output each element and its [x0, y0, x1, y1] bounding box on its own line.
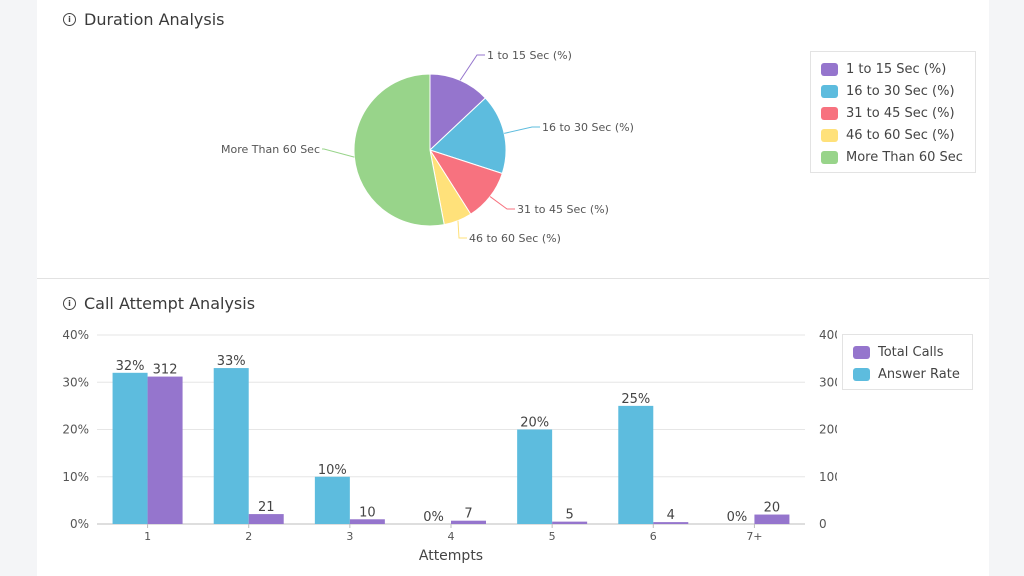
bar-total-calls[interactable]: [349, 519, 385, 524]
bar-label-total-calls: 7: [464, 507, 472, 522]
bar-total-calls[interactable]: [451, 520, 486, 524]
pie-label: 16 to 30 Sec (%): [542, 121, 634, 134]
attempts-title: Call Attempt Analysis: [84, 294, 256, 313]
bar-total-calls[interactable]: [248, 514, 284, 524]
y-left-tick-label: 0%: [70, 517, 89, 531]
legend-label: Answer Rate: [878, 366, 960, 382]
bar-answer-rate[interactable]: [618, 405, 654, 524]
bar-answer-rate[interactable]: [517, 429, 553, 525]
pie-slice-more-than-60-sec[interactable]: [353, 73, 445, 227]
bar-total-calls[interactable]: [653, 522, 689, 524]
pie-leader-line: [504, 126, 540, 134]
legend-label: 1 to 15 Sec (%): [846, 61, 947, 77]
section-divider: [37, 278, 989, 279]
y-right-tick-label: 0: [819, 517, 827, 531]
bar-label-total-calls: 4: [667, 508, 675, 523]
pie-slice-1-to-15-sec[interactable]: [429, 73, 487, 152]
pie-label: 1 to 15 Sec (%): [487, 49, 572, 62]
bar-label-total-calls: 21: [258, 500, 275, 515]
duration-title: Duration Analysis: [84, 10, 225, 29]
y-left-tick-label: 20%: [62, 423, 89, 437]
y-right-tick-label: 200: [819, 423, 837, 437]
attempts-legend: Total Calls Answer Rate: [842, 334, 973, 390]
bar-answer-rate[interactable]: [112, 372, 148, 524]
legend-swatch: [821, 106, 838, 120]
info-icon[interactable]: i: [63, 297, 76, 310]
y-right-tick-label: 300: [819, 375, 837, 389]
bar-label-answer-rate: 0%: [727, 510, 748, 525]
legend-swatch: [821, 128, 838, 142]
y-right-tick-label: 400: [819, 328, 837, 342]
legend-item-more-than-60-sec[interactable]: More Than 60 Sec: [821, 146, 963, 168]
bar-label-answer-rate: 10%: [318, 463, 347, 478]
pie-leader-line: [322, 148, 355, 158]
attempts-bar-chart: 0%10%20%30%40%010020030040032%312133%212…: [62, 328, 837, 564]
bar-label-answer-rate: 32%: [116, 359, 145, 374]
legend-item-total-calls[interactable]: Total Calls: [853, 341, 960, 363]
legend-item-31-to-45-sec[interactable]: 31 to 45 Sec (%): [821, 102, 963, 124]
legend-label: 46 to 60 Sec (%): [846, 127, 955, 143]
x-tick-label: 1: [144, 530, 151, 543]
x-axis-label: Attempts: [419, 548, 483, 564]
legend-label: Total Calls: [878, 344, 944, 360]
pie-leader-line: [459, 54, 485, 81]
x-tick-label: 3: [346, 530, 353, 543]
x-tick-label: 5: [549, 530, 556, 543]
bar-total-calls[interactable]: [147, 376, 183, 524]
legend-label: 16 to 30 Sec (%): [846, 83, 955, 99]
pie-label: More Than 60 Sec: [221, 143, 320, 156]
duration-section-header: i Duration Analysis: [63, 10, 225, 29]
bar-label-answer-rate: 0%: [423, 510, 444, 525]
y-left-tick-label: 30%: [62, 375, 89, 389]
legend-label: 31 to 45 Sec (%): [846, 105, 955, 121]
duration-legend: 1 to 15 Sec (%) 16 to 30 Sec (%) 31 to 45 …: [810, 51, 976, 173]
pie-label: 31 to 45 Sec (%): [517, 203, 609, 216]
duration-pie-chart: 1 to 15 Sec (%) 16 to 30 Sec (%) 31 to 45 …: [221, 49, 634, 245]
y-right-tick-label: 100: [819, 470, 837, 484]
x-tick-label: 6: [650, 530, 657, 543]
bar-total-calls[interactable]: [552, 521, 588, 524]
bar-label-total-calls: 20: [764, 501, 781, 516]
attempts-section-header: i Call Attempt Analysis: [63, 294, 255, 313]
bar-label-answer-rate: 25%: [621, 392, 650, 407]
legend-swatch: [821, 84, 838, 98]
bar-total-calls[interactable]: [754, 514, 790, 524]
pie-leader-line: [457, 220, 467, 239]
x-tick-label: 2: [245, 530, 252, 543]
bar-label-answer-rate: 20%: [520, 416, 549, 431]
pie-leader-line: [489, 196, 515, 210]
legend-swatch: [853, 367, 870, 381]
legend-swatch: [821, 150, 838, 164]
bar-answer-rate[interactable]: [314, 476, 350, 524]
legend-item-answer-rate[interactable]: Answer Rate: [853, 363, 960, 385]
legend-item-46-to-60-sec[interactable]: 46 to 60 Sec (%): [821, 124, 963, 146]
legend-label: More Than 60 Sec: [846, 149, 963, 165]
pie-slice-16-to-30-sec[interactable]: [429, 97, 507, 175]
dashboard-panel: i Duration Analysis 1 to 15 Sec (%) 16 to…: [37, 0, 989, 576]
info-icon[interactable]: i: [63, 13, 76, 26]
legend-swatch: [821, 62, 838, 76]
y-left-tick-label: 10%: [62, 470, 89, 484]
bar-answer-rate[interactable]: [213, 368, 249, 524]
legend-item-1-to-15-sec[interactable]: 1 to 15 Sec (%): [821, 58, 963, 80]
x-tick-label: 4: [448, 530, 455, 543]
x-tick-label: 7+: [746, 530, 762, 543]
legend-swatch: [853, 345, 870, 359]
bar-label-total-calls: 312: [153, 363, 178, 378]
legend-item-16-to-30-sec[interactable]: 16 to 30 Sec (%): [821, 80, 963, 102]
pie-label: 46 to 60 Sec (%): [469, 232, 561, 245]
bar-label-answer-rate: 33%: [217, 354, 246, 369]
bar-label-total-calls: 5: [566, 508, 574, 523]
y-left-tick-label: 40%: [62, 328, 89, 342]
bar-label-total-calls: 10: [359, 505, 376, 520]
